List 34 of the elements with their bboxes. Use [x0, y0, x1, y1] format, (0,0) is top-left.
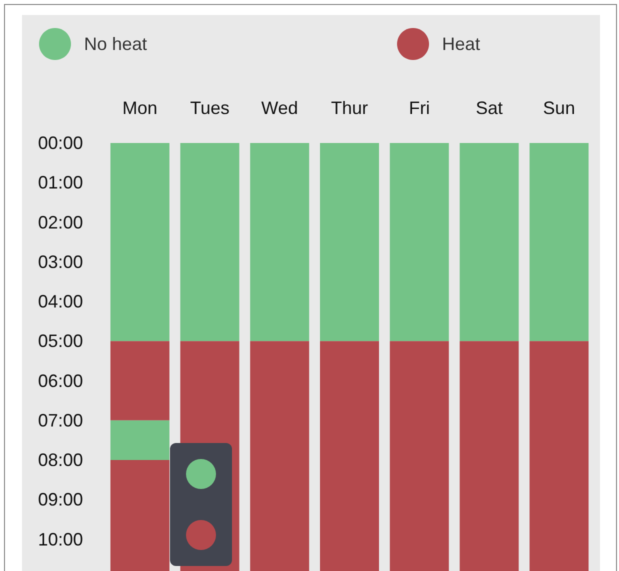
y-tick-label: 05:00	[38, 331, 83, 352]
legend-label: No heat	[84, 34, 148, 54]
bar	[110, 143, 170, 342]
bar	[180, 143, 240, 342]
x-tick-label: Sun	[543, 98, 576, 118]
bar	[250, 143, 310, 342]
x-tick-label: Sat	[476, 98, 503, 118]
bar	[390, 341, 449, 571]
x-tick-label: Thur	[330, 98, 368, 118]
y-tick-label: 03:00	[38, 252, 83, 272]
bar	[250, 341, 310, 571]
x-tick-label: Tues	[190, 98, 230, 118]
y-tick-label: 02:00	[38, 212, 83, 232]
bar	[460, 143, 519, 342]
y-tick-label: 06:00	[38, 370, 83, 391]
bar	[320, 341, 379, 571]
bar	[320, 143, 379, 342]
x-tick-label: Mon	[122, 98, 158, 118]
x-tick-label: Fri	[408, 98, 430, 118]
bar	[390, 143, 449, 342]
bar	[530, 143, 589, 342]
y-tick-label: 04:00	[38, 292, 83, 312]
y-tick-label: 00:00	[38, 133, 83, 153]
y-tick-label: 09:00	[38, 490, 83, 510]
y-tick-label: 10:00	[38, 529, 83, 550]
y-tick-label: 08:00	[38, 450, 83, 470]
bar	[530, 341, 589, 571]
y-tick-label: 07:00	[38, 410, 83, 430]
x-tick-label: Wed	[261, 98, 298, 118]
bar	[110, 341, 170, 420]
bar	[460, 341, 519, 571]
y-tick-label: 01:00	[38, 172, 83, 193]
legend-label: Heat	[442, 34, 480, 54]
bar	[110, 420, 170, 460]
